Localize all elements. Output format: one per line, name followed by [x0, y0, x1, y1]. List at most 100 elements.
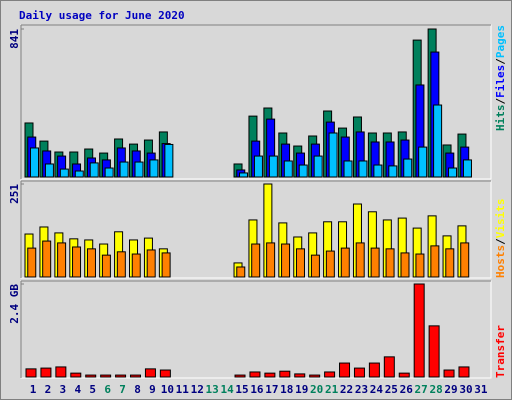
bar [385, 248, 395, 278]
bar [130, 374, 142, 378]
x-tick-label: 6 [104, 383, 111, 396]
bar [413, 283, 425, 378]
bar [164, 143, 174, 178]
bar [373, 164, 383, 178]
x-tick-label: 21 [325, 383, 339, 396]
bar [403, 158, 413, 178]
bar [428, 325, 440, 378]
bar [239, 172, 249, 178]
bar [266, 242, 276, 278]
y-tick-label: 841 [8, 29, 21, 49]
x-tick-label: 17 [265, 383, 278, 396]
bar [161, 252, 171, 278]
legend-separator: / [494, 238, 507, 245]
x-tick-label: 30 [459, 383, 472, 396]
y-tick-label: 2.4 GB [8, 284, 21, 324]
x-tick-label: 11 [176, 383, 190, 396]
x-tick-label: 29 [444, 383, 457, 396]
bar [30, 147, 39, 178]
bar [443, 369, 455, 378]
x-tick-label: 14 [220, 383, 234, 396]
legend: Hosts/Visits [494, 199, 507, 279]
x-tick-label: 23 [355, 383, 368, 396]
bar [353, 367, 365, 378]
bar [264, 372, 276, 378]
legend: Hits/Files/Pages [494, 25, 507, 131]
bar [430, 245, 440, 278]
bar [325, 250, 335, 278]
bar [355, 242, 365, 278]
bar [134, 161, 144, 178]
bar [55, 366, 67, 378]
bar [415, 253, 425, 278]
bar [370, 247, 380, 278]
bar [368, 362, 380, 378]
bar [25, 368, 37, 378]
bar [100, 374, 112, 378]
x-tick-label: 16 [250, 383, 264, 396]
bar [279, 370, 291, 378]
x-tick-label: 24 [370, 383, 384, 396]
x-tick-label: 8 [134, 383, 141, 396]
x-tick-label: 4 [74, 383, 81, 396]
bar [86, 248, 96, 278]
bar [328, 132, 338, 178]
bar [398, 372, 410, 378]
legend-entry: Files [494, 65, 507, 98]
bar [298, 164, 308, 178]
x-tick-label: 28 [429, 383, 442, 396]
bar [358, 160, 368, 178]
bar [85, 374, 97, 378]
x-tick-label: 26 [400, 383, 414, 396]
legend-entry: Hits [494, 105, 507, 132]
bar [119, 161, 129, 178]
bar [74, 170, 84, 178]
x-tick-label: 2 [45, 383, 52, 396]
bar [40, 367, 52, 378]
bar [101, 254, 111, 278]
bar [418, 146, 428, 178]
bar [343, 160, 353, 178]
x-tick-label: 25 [385, 383, 398, 396]
bar [159, 369, 171, 378]
bar [146, 249, 156, 278]
x-tick-label: 1 [30, 383, 37, 396]
bar [72, 246, 82, 278]
bar [249, 371, 261, 378]
bar [115, 374, 127, 378]
bar [131, 253, 141, 278]
bar [340, 247, 350, 278]
bar [310, 254, 320, 278]
legend-separator: / [494, 98, 507, 105]
x-tick-label: 5 [89, 383, 96, 396]
bar [144, 368, 156, 378]
legend-entry: Pages [494, 25, 507, 58]
bar [236, 266, 246, 278]
panel-frame [20, 280, 492, 379]
bar [448, 167, 458, 178]
bar [27, 247, 37, 278]
bar [460, 242, 470, 278]
x-tick-label: 7 [119, 383, 126, 396]
bar [116, 251, 126, 278]
bar [313, 155, 323, 178]
bar [458, 366, 470, 378]
bar [383, 356, 395, 378]
bar [400, 252, 410, 278]
bar [251, 243, 261, 278]
x-tick-label: 18 [280, 383, 293, 396]
legend: Transfer [494, 325, 507, 378]
legend-entry: Hosts [494, 245, 507, 278]
bar [339, 362, 351, 378]
bar [433, 104, 443, 178]
legend-entry: Visits [494, 199, 507, 239]
bar [445, 248, 455, 278]
bar [57, 242, 67, 278]
bar [281, 243, 291, 278]
bar [70, 372, 82, 378]
bar [149, 159, 159, 178]
bar [59, 168, 69, 178]
x-tick-label: 13 [206, 383, 219, 396]
x-tick-label: 15 [235, 383, 248, 396]
bar [268, 155, 278, 178]
